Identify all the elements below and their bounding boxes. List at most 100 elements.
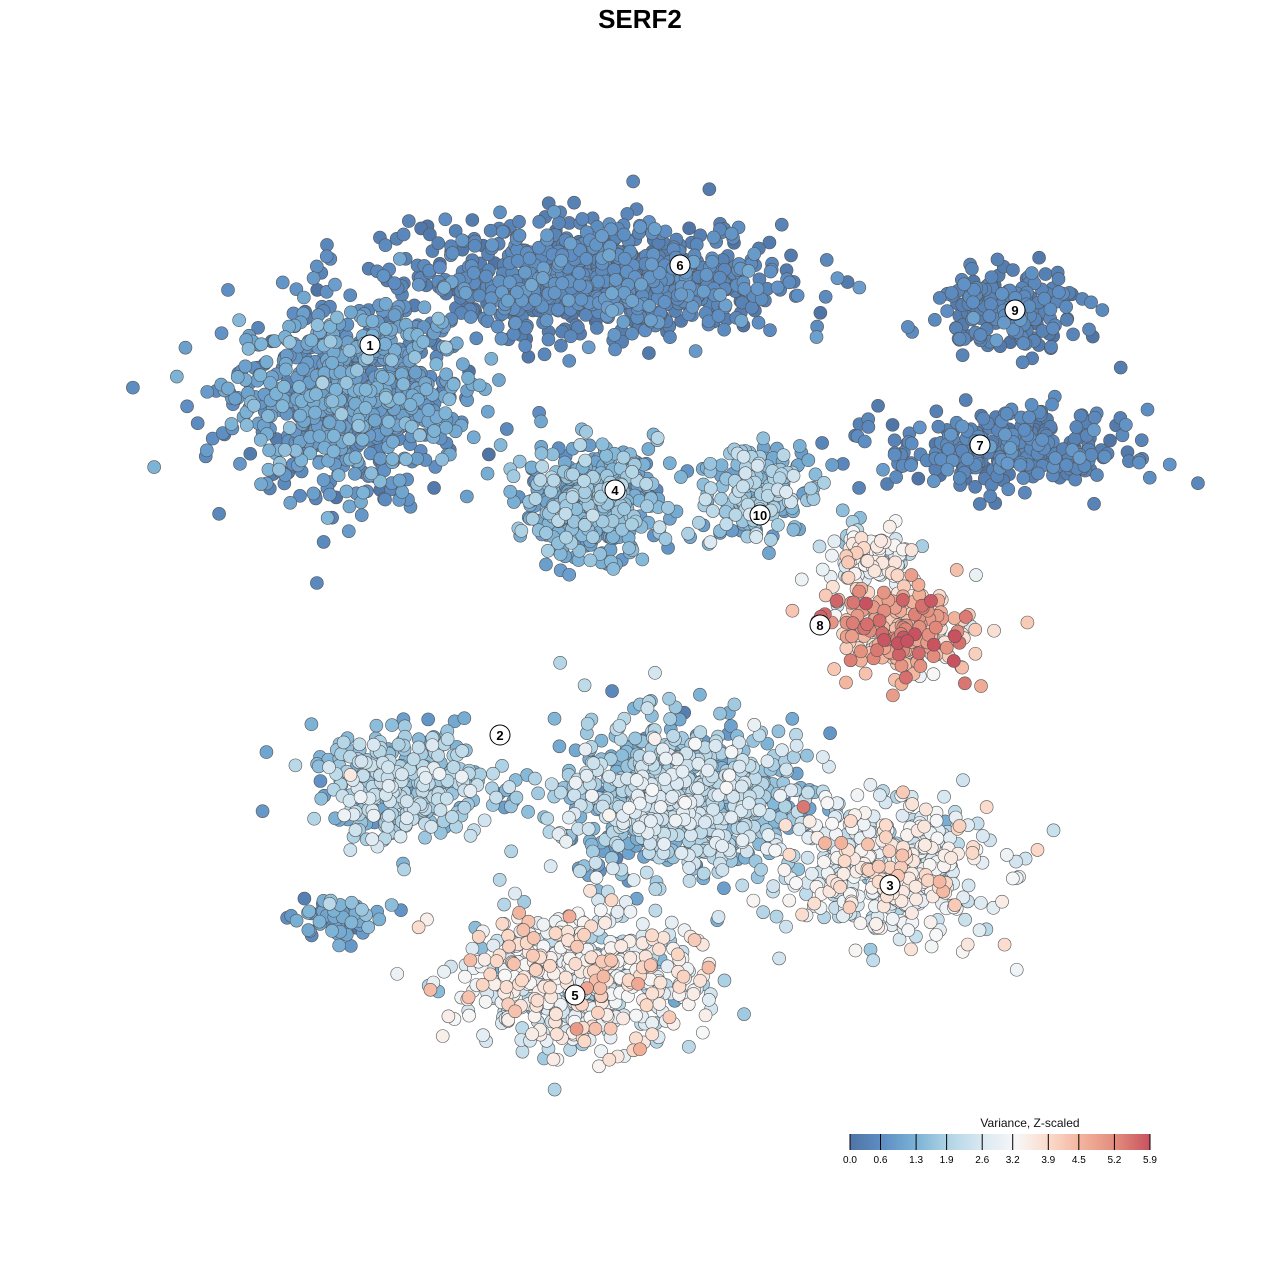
data-point bbox=[544, 777, 559, 791]
data-point bbox=[296, 362, 310, 377]
data-point bbox=[736, 449, 751, 464]
data-point bbox=[376, 269, 391, 283]
data-point bbox=[681, 526, 695, 541]
data-point bbox=[486, 766, 500, 781]
data-point bbox=[940, 462, 955, 477]
data-point bbox=[714, 492, 729, 506]
data-point bbox=[293, 489, 307, 503]
data-point bbox=[880, 477, 894, 491]
data-point bbox=[754, 862, 768, 877]
data-point bbox=[540, 228, 554, 243]
data-point bbox=[312, 914, 327, 929]
data-point bbox=[770, 280, 785, 295]
data-point bbox=[732, 759, 747, 774]
data-point bbox=[325, 394, 340, 409]
data-point bbox=[423, 227, 437, 242]
data-point bbox=[794, 572, 809, 587]
data-point bbox=[253, 433, 268, 447]
data-point bbox=[1016, 471, 1031, 485]
data-point bbox=[438, 212, 453, 227]
data-point bbox=[546, 500, 561, 514]
data-point bbox=[766, 879, 781, 893]
data-point bbox=[437, 280, 451, 295]
data-point bbox=[358, 382, 373, 397]
data-point bbox=[652, 266, 667, 280]
data-point bbox=[750, 282, 765, 296]
data-point bbox=[406, 752, 421, 767]
data-point bbox=[315, 376, 330, 390]
data-point bbox=[586, 844, 600, 859]
data-point bbox=[929, 404, 944, 419]
data-point bbox=[693, 687, 707, 702]
data-point bbox=[573, 864, 587, 878]
data-point bbox=[644, 257, 659, 272]
data-point bbox=[561, 293, 576, 308]
data-point bbox=[233, 457, 247, 471]
data-point bbox=[457, 711, 472, 726]
data-point bbox=[609, 272, 623, 287]
data-point bbox=[456, 357, 470, 371]
data-point bbox=[477, 813, 492, 828]
data-point bbox=[339, 484, 354, 499]
data-point bbox=[440, 732, 455, 746]
data-point bbox=[356, 485, 371, 500]
data-point bbox=[625, 294, 640, 308]
data-point bbox=[508, 886, 522, 901]
data-point bbox=[495, 224, 510, 239]
data-point bbox=[408, 365, 423, 380]
data-point bbox=[502, 275, 517, 290]
data-point bbox=[595, 229, 609, 243]
data-point bbox=[1073, 408, 1088, 423]
data-point bbox=[445, 810, 459, 824]
data-point bbox=[411, 740, 426, 755]
data-point bbox=[1082, 322, 1096, 337]
data-point bbox=[302, 904, 316, 919]
data-point bbox=[282, 421, 297, 435]
data-point bbox=[626, 873, 641, 887]
data-point bbox=[632, 820, 646, 835]
data-point bbox=[574, 292, 589, 307]
data-point bbox=[412, 428, 427, 443]
data-point bbox=[547, 286, 562, 300]
data-point bbox=[254, 477, 268, 491]
data-point bbox=[310, 259, 324, 274]
data-point bbox=[586, 756, 601, 770]
data-point bbox=[468, 239, 482, 253]
data-point bbox=[786, 523, 801, 537]
data-point bbox=[126, 380, 140, 395]
data-point bbox=[1015, 355, 1030, 370]
data-point bbox=[1048, 451, 1063, 465]
data-point bbox=[454, 769, 469, 784]
data-point bbox=[353, 790, 368, 804]
data-point bbox=[327, 429, 341, 443]
data-point bbox=[623, 904, 638, 919]
data-point bbox=[1069, 420, 1084, 434]
data-point bbox=[351, 419, 366, 433]
data-point bbox=[664, 915, 679, 930]
data-point bbox=[1103, 433, 1117, 448]
data-point bbox=[972, 923, 987, 938]
data-point bbox=[419, 382, 434, 397]
data-point bbox=[328, 277, 342, 292]
data-point bbox=[323, 334, 338, 349]
data-point bbox=[518, 339, 532, 353]
data-point bbox=[857, 434, 872, 449]
data-point bbox=[461, 371, 475, 385]
data-point bbox=[827, 534, 842, 549]
data-point bbox=[458, 286, 473, 300]
data-point bbox=[684, 828, 698, 843]
data-point bbox=[612, 719, 627, 733]
data-point bbox=[606, 562, 621, 576]
data-point bbox=[528, 293, 543, 307]
data-point bbox=[490, 319, 505, 334]
data-point bbox=[779, 919, 793, 934]
data-point bbox=[1009, 962, 1024, 977]
data-point bbox=[648, 903, 663, 918]
data-point bbox=[734, 313, 749, 328]
data-point bbox=[320, 511, 335, 525]
data-point bbox=[625, 326, 639, 341]
data-point bbox=[446, 377, 461, 392]
data-point bbox=[402, 214, 416, 228]
data-point bbox=[633, 220, 648, 234]
data-point bbox=[433, 260, 447, 275]
